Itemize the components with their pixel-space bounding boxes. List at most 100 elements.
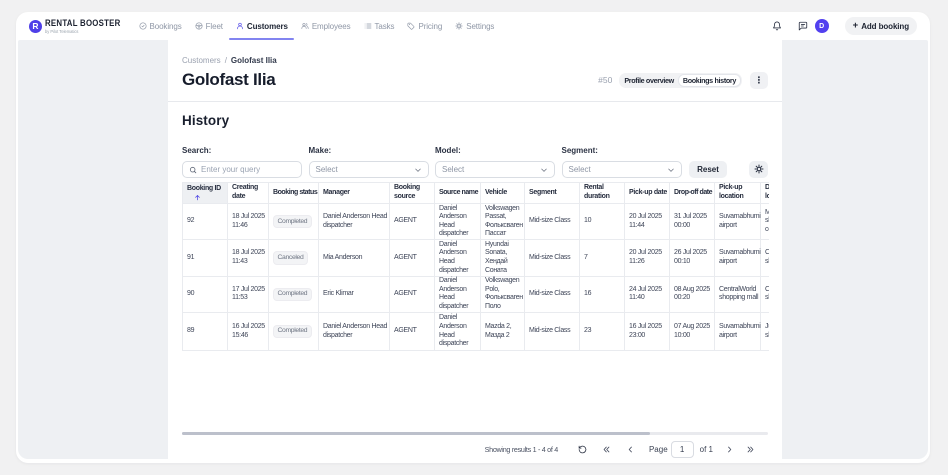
cell-dropoff-date: 07 Aug 2025 10:00: [669, 312, 715, 352]
breadcrumb-current: Golofast Ilia: [230, 56, 277, 65]
cell-pickup-location: CentralWorld shopping mall: [714, 275, 761, 314]
search-input[interactable]: [201, 165, 295, 174]
page-header: Golofast Ilia #50 Profile overview Booki…: [182, 70, 768, 89]
cell-pickup-location: Suvarnabhumi airport: [714, 202, 761, 241]
nav-item-employees[interactable]: Employees: [294, 12, 357, 40]
column-header-creating-date[interactable]: Creating date: [227, 182, 269, 204]
cell-dropoff-date: 08 Aug 2025 00:20: [669, 275, 715, 314]
table-row[interactable]: 89 16 Jul 2025 15:46 Completed Daniel An…: [182, 312, 769, 352]
cell-segment: Mid-size Class: [524, 202, 580, 241]
breadcrumb: Customers / Golofast Ilia: [182, 40, 768, 65]
nav-item-bookings[interactable]: Bookings: [132, 12, 188, 40]
sort-ascending-icon: [194, 194, 226, 201]
status-badge: Canceled: [273, 251, 308, 265]
chevron-down-icon: [414, 166, 422, 174]
cell-manager: Eric Klimar: [318, 275, 390, 314]
cell-dropoff-location: CentralWorld shopping mall: [760, 239, 769, 277]
more-actions-button[interactable]: ⋮: [750, 71, 768, 89]
cell-booking-source: AGENT: [389, 275, 435, 314]
model-select[interactable]: Select: [435, 161, 555, 178]
table-footer: Showing results 1 - 4 of 4 Page of 1: [182, 435, 768, 463]
list-icon: [364, 22, 372, 30]
column-header-pickup-location[interactable]: Pick-up location: [714, 182, 761, 204]
segment-field: Segment: Select: [561, 146, 682, 178]
messages-chat-icon[interactable]: [798, 21, 808, 31]
cell-rental-duration: 16: [579, 275, 625, 314]
cell-rental-duration: 7: [579, 239, 625, 277]
cell-creating-date: 17 Jul 2025 11:53: [227, 275, 269, 314]
check-circle-icon: [139, 22, 147, 30]
last-page-button[interactable]: [746, 442, 755, 457]
tab-profile-overview[interactable]: Profile overview: [624, 75, 674, 85]
make-select[interactable]: Select: [308, 161, 429, 178]
add-booking-button[interactable]: + Add booking: [844, 17, 917, 35]
column-header-manager[interactable]: Manager: [318, 182, 390, 204]
cell-pickup-date: 20 Jul 2025 11:26: [624, 239, 670, 277]
history-heading: History: [182, 113, 230, 128]
horizontal-scrollbar-thumb[interactable]: [182, 432, 650, 435]
breadcrumb-customers-link[interactable]: Customers: [182, 56, 221, 65]
customer-id-badge: #50: [598, 75, 613, 85]
cell-source-name: Daniel Anderson Head dispatcher: [434, 275, 481, 314]
results-summary: Showing results 1 - 4 of 4: [484, 444, 559, 454]
column-header-dropoff-date[interactable]: Drop-off date: [669, 182, 715, 204]
column-header-rental-duration[interactable]: Rental duration: [579, 182, 625, 204]
breadcrumb-separator: /: [224, 56, 227, 65]
table-settings-button[interactable]: [749, 161, 768, 178]
cell-vehicle: Mazda 2, Мазда 2: [480, 312, 525, 352]
tab-bookings-history[interactable]: Bookings history: [677, 73, 741, 87]
cell-creating-date: 18 Jul 2025 11:46: [227, 202, 269, 241]
nav-item-settings[interactable]: Settings: [449, 12, 501, 40]
nav-item-pricing[interactable]: Pricing: [401, 12, 449, 40]
user-avatar[interactable]: D: [814, 19, 829, 33]
page-label: Page: [648, 444, 668, 454]
cell-booking-status: Completed: [268, 202, 319, 241]
topbar-actions: D + Add booking: [772, 17, 917, 35]
top-navigation-bar: R RENTAL BOOSTER by Pilot Telematics Boo…: [16, 12, 930, 40]
column-header-booking-source[interactable]: Booking source: [389, 182, 435, 204]
page-number-input[interactable]: [670, 440, 694, 458]
filters-bar: Search: Make: Select Model:: [182, 146, 768, 178]
cell-pickup-date: 20 Jul 2025 11:44: [624, 202, 670, 241]
make-field: Make: Select: [308, 146, 429, 178]
app-window: R RENTAL BOOSTER by Pilot Telematics Boo…: [16, 12, 930, 463]
first-page-button[interactable]: [602, 442, 611, 457]
column-header-vehicle[interactable]: Vehicle: [480, 182, 525, 204]
table-row[interactable]: 90 17 Jul 2025 11:53 Completed Eric Klim…: [182, 275, 769, 314]
make-label: Make:: [308, 146, 332, 155]
cell-booking-source: AGENT: [389, 239, 435, 277]
nav-item-tasks[interactable]: Tasks: [357, 12, 401, 40]
previous-page-button[interactable]: [626, 442, 635, 457]
segment-select[interactable]: Select: [561, 161, 682, 178]
column-header-segment[interactable]: Segment: [524, 182, 580, 204]
cell-booking-source: AGENT: [389, 312, 435, 352]
table-row[interactable]: 91 18 Jul 2025 11:43 Canceled Mia Anders…: [182, 239, 769, 277]
steering-wheel-icon: [195, 22, 203, 30]
brand-logo[interactable]: R RENTAL BOOSTER by Pilot Telematics: [29, 18, 120, 34]
notifications-bell-icon[interactable]: [772, 21, 782, 31]
reset-button[interactable]: Reset: [689, 161, 727, 178]
column-header-source-name[interactable]: Source name: [434, 182, 481, 204]
next-page-button[interactable]: [725, 442, 734, 457]
nav-item-customers[interactable]: Customers: [229, 12, 295, 40]
gear-icon: [754, 162, 764, 177]
column-header-booking-status[interactable]: Booking status: [268, 182, 319, 204]
column-header-dropoff-location[interactable]: Drop-off location: [760, 182, 769, 204]
nav-item-label: Customers: [246, 21, 288, 31]
cell-booking-status: Completed: [268, 275, 319, 314]
page-title: Golofast Ilia: [182, 70, 276, 89]
refresh-icon[interactable]: [578, 445, 587, 454]
nav-item-fleet[interactable]: Fleet: [188, 12, 229, 40]
nav-item-label: Fleet: [205, 21, 223, 31]
cell-vehicle: Volkswagen Passat, Фольксваген Пассат: [480, 202, 525, 241]
chevrons-left-icon: [602, 442, 611, 457]
table-row[interactable]: 92 18 Jul 2025 11:46 Completed Daniel An…: [182, 202, 769, 241]
column-header-pickup-date[interactable]: Pick-up date: [624, 182, 670, 204]
horizontal-scrollbar-track[interactable]: [182, 432, 768, 435]
column-header-booking-id[interactable]: Booking ID: [182, 182, 228, 204]
tag-icon: [407, 22, 415, 30]
page-count-label: of 1: [699, 444, 713, 454]
cell-creating-date: 16 Jul 2025 15:46: [227, 312, 269, 352]
logo-icon: R: [29, 19, 42, 33]
cell-segment: Mid-size Class: [524, 275, 580, 314]
